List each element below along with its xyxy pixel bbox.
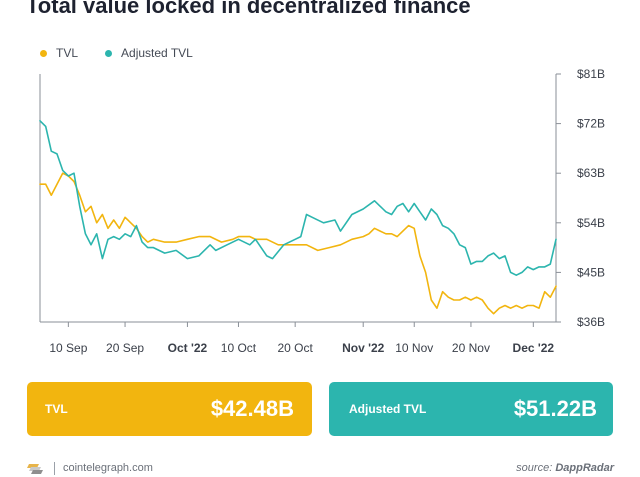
y-tick-label: $45B	[577, 265, 605, 279]
y-tick-label: $63B	[577, 166, 605, 180]
series-line-tvl[interactable]	[39, 172, 557, 315]
y-tick-label: $36B	[577, 315, 605, 329]
source-prefix: source:	[516, 462, 553, 474]
adjusted-tvl-card-value: $51.22B	[513, 396, 597, 421]
y-tick-label: $81B	[577, 67, 605, 81]
x-tick-label: Dec '22	[513, 341, 555, 355]
legend-item-tvl[interactable]: TVL	[40, 46, 78, 60]
y-tick-label: $54B	[577, 216, 605, 230]
brand: cointelegraph.com	[26, 461, 153, 475]
footer-separator	[54, 461, 55, 475]
chart-legend: TVL Adjusted TVL	[40, 46, 220, 60]
legend-dot-tvl	[40, 49, 47, 57]
site-link[interactable]: cointelegraph.com	[63, 462, 153, 474]
source-credit: source: DappRadar	[516, 462, 614, 474]
x-tick-label: Nov '22	[342, 341, 385, 355]
x-tick-label: 20 Sep	[106, 341, 144, 355]
tvl-card-value: $42.48B	[210, 396, 294, 421]
chart-series	[39, 120, 557, 315]
x-tick-label: 10 Oct	[221, 341, 257, 355]
tvl-card: TVL $42.48B	[27, 382, 312, 436]
adjusted-tvl-card: Adjusted TVL $51.22B	[329, 382, 613, 436]
x-tick-label: 20 Oct	[277, 341, 313, 355]
y-tick-label: $72B	[577, 117, 605, 131]
source-name: DappRadar	[555, 462, 614, 474]
adjusted-tvl-card-label: Adjusted TVL	[349, 402, 427, 416]
series-line-adjusted-tvl[interactable]	[39, 120, 557, 276]
legend-dot-adjusted-tvl	[105, 49, 113, 57]
x-tick-label: 10 Sep	[49, 341, 87, 355]
legend-label-tvl: TVL	[56, 46, 79, 60]
x-tick-label: 10 Nov	[395, 341, 433, 355]
legend-item-adjusted-tvl[interactable]: Adjusted TVL	[105, 46, 193, 60]
chart-title: Total value locked in decentralized fina…	[26, 0, 471, 18]
footer: cointelegraph.com source: DappRadar	[26, 461, 614, 477]
line-chart: $36B $45B $54B $63B $72B $81B 10 Sep 20 Sep Oct …	[39, 67, 605, 355]
tvl-card-label: TVL	[45, 402, 68, 416]
chart-axes: $36B $45B $54B $63B $72B $81B 10 Sep 20 Sep Oct …	[39, 67, 605, 355]
x-tick-label: Oct '22	[168, 341, 208, 355]
x-tick-label: 20 Nov	[452, 341, 490, 355]
legend-label-adjusted-tvl: Adjusted TVL	[121, 46, 193, 60]
cointelegraph-logo-icon	[27, 464, 43, 474]
